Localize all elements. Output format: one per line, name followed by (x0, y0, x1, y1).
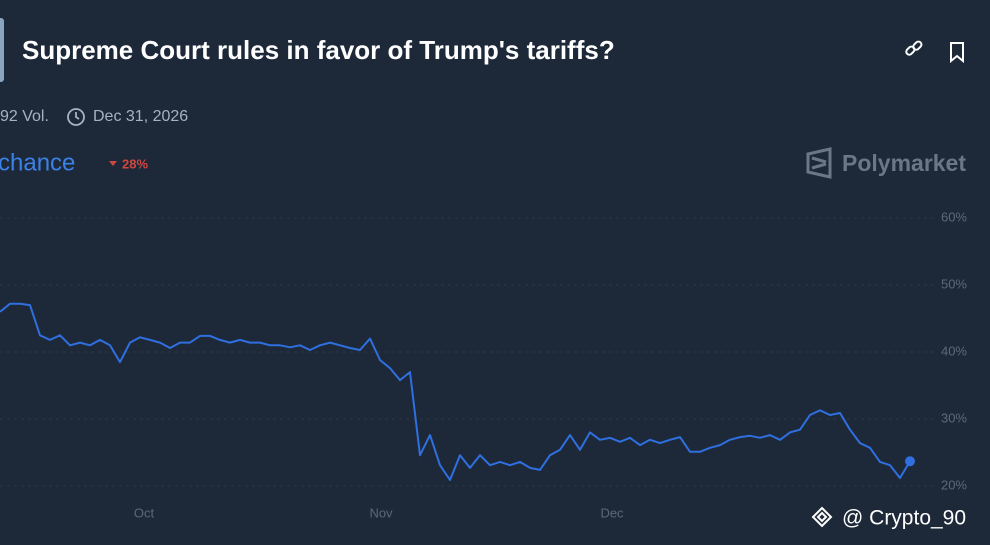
last-point (905, 456, 915, 467)
plot: 60% 50% 40% 30% 20% Oct Nov Dec (0, 209, 967, 520)
market-image (0, 18, 4, 82)
price-line (0, 302, 911, 481)
bookmark-icon[interactable] (950, 42, 964, 64)
clock-icon (67, 108, 85, 126)
clock-hand (75, 112, 80, 120)
brand: Polymarket (842, 150, 966, 176)
brand-logo (806, 147, 832, 179)
y-tick-label: 60% (941, 209, 967, 224)
x-tick-label: Nov (369, 505, 393, 520)
x-tick-label: Oct (134, 505, 155, 520)
y-tick-label: 40% (941, 343, 967, 358)
x-tick-label: Dec (600, 505, 624, 520)
down-arrow (109, 161, 117, 166)
market-title: Supreme Court rules in favor of Trump's … (22, 35, 615, 65)
y-tick-label: 30% (941, 410, 967, 425)
change: 28% (122, 156, 148, 171)
watermark-logo (811, 506, 833, 528)
volume: 92 Vol. (0, 108, 49, 125)
y-tick-label: 20% (941, 477, 967, 492)
chance-label: chance (0, 149, 75, 176)
watermark: @ Crypto_90 (842, 507, 966, 530)
end-date: Dec 31, 2026 (93, 108, 188, 125)
y-tick-label: 50% (941, 276, 967, 291)
link-icon[interactable] (905, 40, 923, 56)
